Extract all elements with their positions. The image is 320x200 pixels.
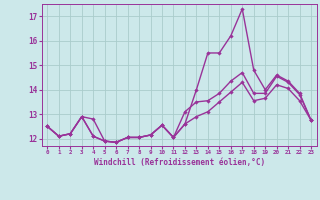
X-axis label: Windchill (Refroidissement éolien,°C): Windchill (Refroidissement éolien,°C) [94, 158, 265, 167]
